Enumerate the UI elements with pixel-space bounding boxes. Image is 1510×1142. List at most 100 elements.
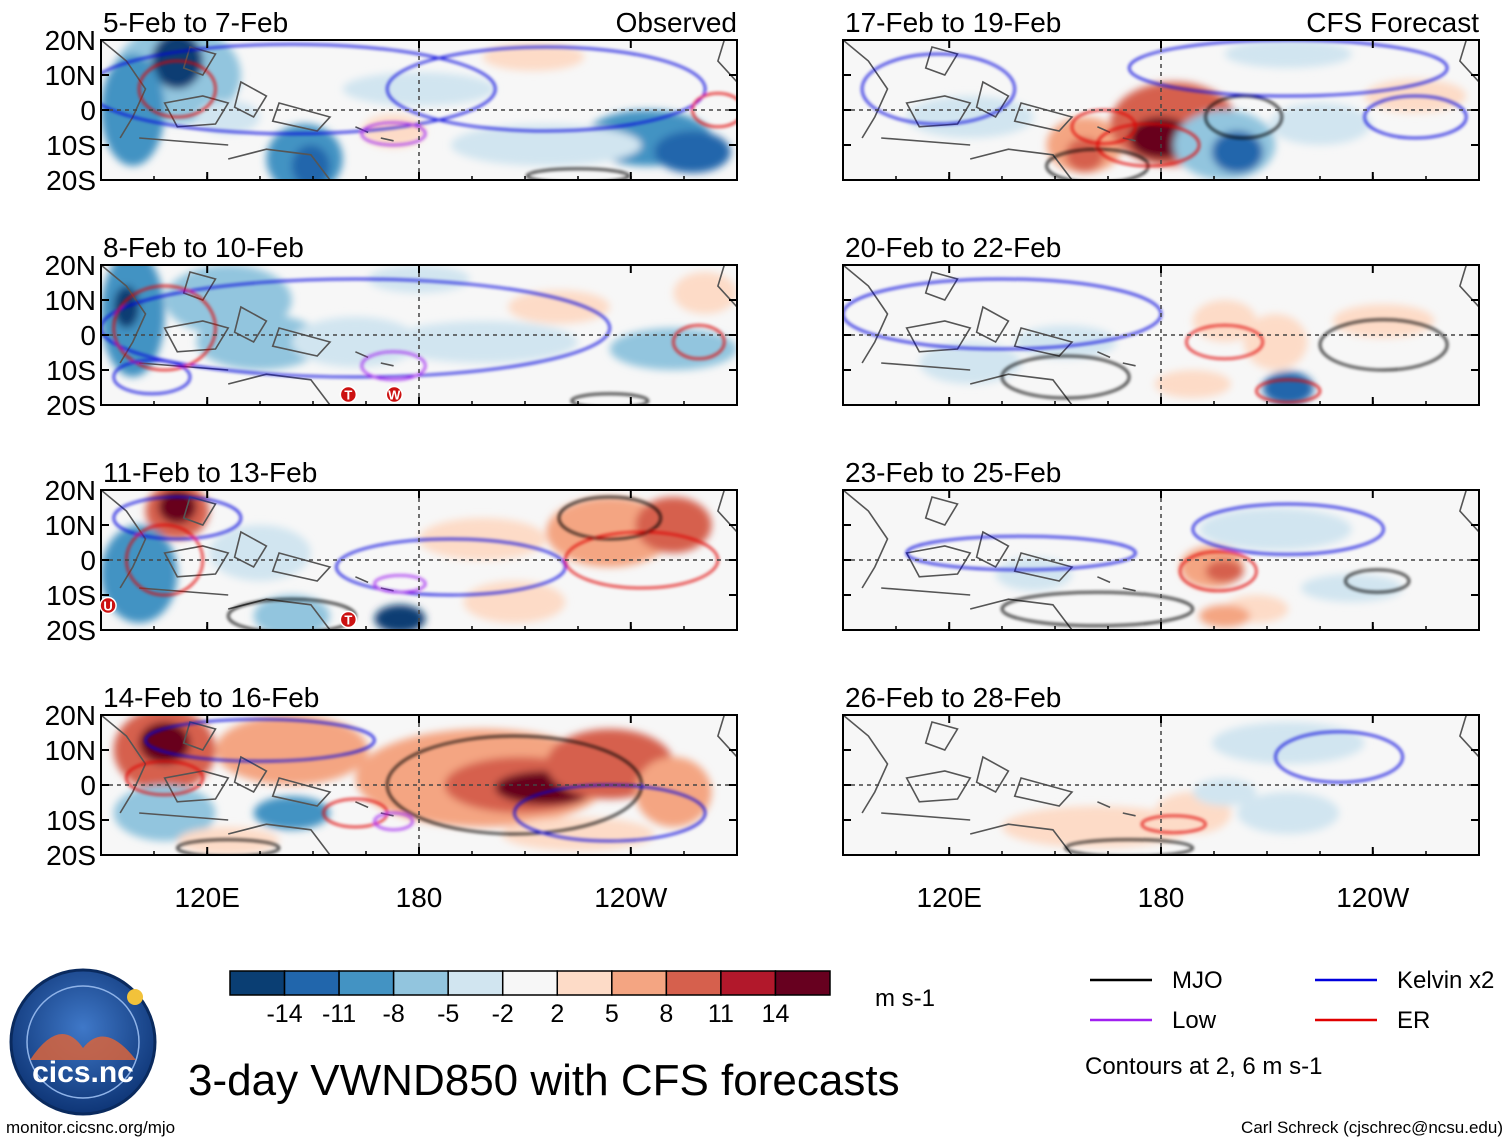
colorbar-swatch	[501, 970, 559, 996]
panel-date-label: 5-Feb to 7-Feb	[103, 7, 288, 38]
wind-anomaly-cell	[113, 785, 216, 841]
coastline	[970, 598, 1073, 630]
coastline	[139, 812, 229, 821]
storm-icon	[339, 385, 358, 404]
colorbar: -14 -11 -8 -5 -2 2 5 8 11 14	[229, 970, 831, 1028]
contour-loop	[691, 92, 737, 128]
credit-right: Carl Schreck (cjschrec@ncsu.edu)	[1241, 1118, 1503, 1137]
wind-anomaly-cell	[450, 124, 642, 166]
x-tick-label: 120E	[917, 882, 982, 913]
contour-loop	[1064, 838, 1194, 855]
colorbar-swatch	[392, 970, 449, 996]
contour-loop	[1344, 568, 1411, 594]
wind-anomaly-cell	[1243, 314, 1308, 370]
coastline	[271, 777, 332, 807]
coastline	[271, 102, 332, 132]
wind-anomaly-cell	[196, 100, 260, 134]
wind-anomaly-cell	[1237, 792, 1340, 834]
coastline	[1122, 812, 1136, 817]
y-tick-label: 20N	[45, 700, 96, 731]
panel-date-label: 20-Feb to 22-Feb	[845, 232, 1061, 263]
coastline	[975, 530, 1010, 569]
contour-loop	[373, 812, 414, 831]
coastlines	[101, 40, 737, 180]
contour-loop	[112, 496, 242, 540]
coastline	[163, 770, 230, 803]
x-tick-label: 180	[1138, 882, 1185, 913]
wind-anomaly-cell	[387, 321, 578, 363]
panel-plot-area	[843, 40, 1479, 180]
wind-anomaly-cell	[1211, 722, 1365, 764]
colorbar-tick-label: -11	[322, 1000, 356, 1028]
coastline	[924, 46, 959, 76]
contour-loop	[335, 538, 567, 596]
y-tick-label: 20N	[45, 475, 96, 506]
logo-mountains	[30, 1034, 136, 1060]
colorbar-swatch	[720, 970, 777, 996]
contour-loop	[386, 46, 707, 132]
coastline	[355, 801, 369, 809]
wind-anomaly-cell	[1224, 40, 1352, 68]
storm-marker: W	[385, 385, 404, 404]
wind-anomaly-cell	[501, 817, 655, 851]
wind-anomaly-cell	[463, 581, 566, 623]
legend-item: ER	[1315, 1007, 1430, 1034]
wind-anomaly-cell	[1269, 103, 1371, 145]
panel-p6: 20-Feb to 22-Feb	[842, 232, 1480, 406]
contour-loop	[1045, 148, 1150, 180]
coastline	[233, 530, 268, 569]
colorbar-tick-label: -14	[266, 1000, 302, 1028]
contour-lines	[101, 278, 726, 405]
contour-loop	[1363, 95, 1468, 139]
storm-symbol: T	[344, 613, 352, 628]
colorbar-swatch	[665, 970, 722, 996]
contour-loop	[1179, 550, 1258, 592]
colorbar-tick-label: 2	[550, 1000, 564, 1028]
wind-anomaly-cell	[368, 265, 470, 293]
panel-date-label: 11-Feb to 13-Feb	[103, 457, 317, 488]
coastline	[271, 552, 332, 582]
contour-lines	[1064, 730, 1404, 855]
coastline	[881, 812, 971, 821]
contour-loop	[1191, 503, 1385, 556]
contour-loop	[1001, 355, 1131, 399]
wind-anomaly-cell	[1332, 304, 1435, 338]
logo-disc	[9, 968, 157, 1116]
wind-field	[101, 40, 731, 180]
panel-p3: 20N 10N 0 10S 20S 11-Feb to 13-Feb	[45, 457, 738, 646]
panel-date-label: 23-Feb to 25-Feb	[845, 457, 1061, 488]
coastline	[380, 362, 394, 367]
panel-group: 20N 10N 0 10S 20S 5-Feb to 7-Feb Observed 20N 10…	[45, 7, 1480, 913]
wind-anomaly-cell	[1199, 604, 1251, 628]
contour-loop	[101, 43, 497, 135]
wind-field	[1002, 722, 1365, 848]
contour-loop	[112, 359, 192, 395]
coastline	[970, 148, 1073, 180]
panel-background	[843, 490, 1479, 630]
panel-tag: CFS Forecast	[1306, 7, 1479, 38]
panel-p2: 20N 10N 0 10S 20S 8-Feb to 10-Feb	[45, 232, 738, 421]
colorbar-swatch	[283, 970, 340, 996]
panel-plot-area	[101, 40, 737, 180]
storm-marker: U	[99, 596, 117, 615]
coastline	[163, 545, 230, 578]
contour-loop	[861, 53, 1016, 125]
wind-anomaly-cell	[209, 525, 311, 581]
panel-p5: 17-Feb to 19-Feb CFS Forecast	[842, 7, 1480, 181]
panel-date-label: 17-Feb to 19-Feb	[845, 7, 1061, 38]
storm-symbol: U	[103, 599, 112, 614]
wind-anomaly-cell	[215, 715, 369, 785]
wind-anomaly-cell	[419, 518, 547, 560]
coastline	[881, 362, 971, 371]
y-tick-label: 10S	[46, 580, 96, 611]
x-tick-label: 180	[396, 882, 443, 913]
wind-anomaly-cell	[995, 557, 1072, 591]
contour-loop	[1070, 109, 1137, 145]
coastline	[975, 305, 1010, 344]
contour-loop	[1001, 591, 1194, 627]
coastline	[182, 721, 217, 751]
colorbar-swatch	[611, 970, 668, 996]
wind-anomaly-cell	[609, 328, 737, 370]
panel-plot-area	[101, 490, 737, 630]
storm-icon	[385, 385, 404, 404]
